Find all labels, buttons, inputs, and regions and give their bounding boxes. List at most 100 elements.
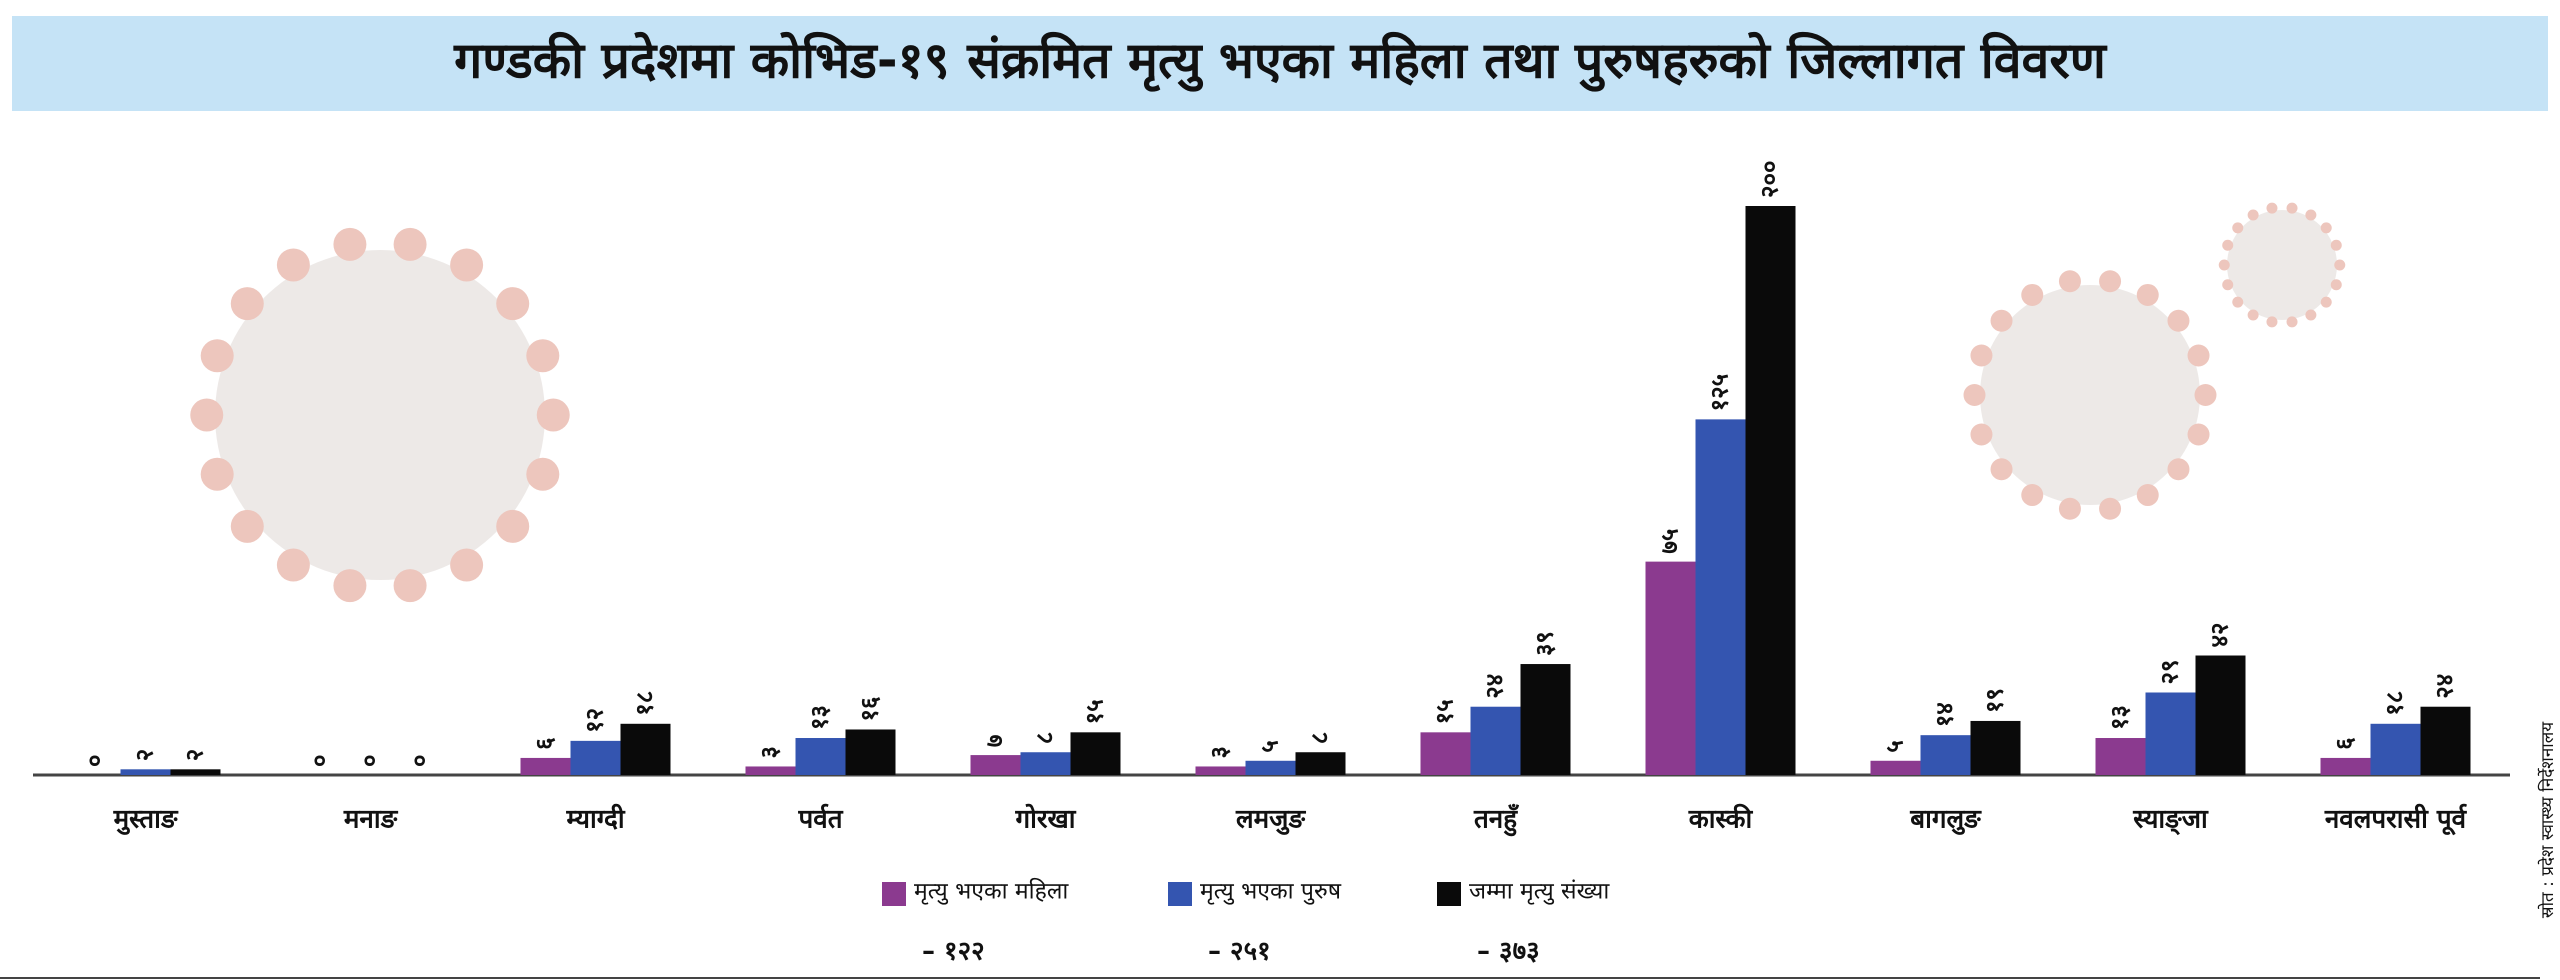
bar (2145, 692, 2196, 775)
bar (1070, 732, 1121, 775)
x-tick-label: स्याङ्जा (2132, 805, 2209, 836)
value-label: ३९ (1531, 631, 1559, 656)
virus-spike (2222, 279, 2234, 291)
virus-spike (2266, 316, 2278, 328)
virus-spike (230, 509, 264, 543)
virus-spike (450, 248, 484, 282)
value-label: १६ (856, 697, 884, 722)
value-label: ६ (531, 737, 559, 749)
virus-spike (2286, 316, 2298, 328)
x-tick-label: मनाङ (343, 805, 399, 835)
bar (1195, 766, 1246, 775)
virus-spike (2320, 222, 2332, 234)
virus-spike (2021, 283, 2044, 306)
virus-spike (2194, 384, 2217, 406)
virus-spike (2305, 209, 2317, 221)
virus-spike (2286, 202, 2298, 214)
virus-spike (2305, 309, 2317, 321)
value-label: ० (306, 755, 334, 767)
value-label: २९ (2156, 660, 2184, 685)
x-tick-label: कास्की (1688, 804, 1754, 835)
bar (620, 723, 671, 775)
legend-swatch (1437, 882, 1461, 906)
source-note: स्रोत : प्रदेश स्वास्थ्य निर्देशनालय (2537, 721, 2558, 918)
value-label: ७५ (1656, 529, 1684, 554)
value-label: १८ (2381, 691, 2409, 716)
virus-spike (1990, 309, 2013, 332)
bar (1020, 752, 1071, 775)
x-tick-label: म्याग्दी (565, 804, 625, 835)
bar (1745, 206, 1796, 775)
virus-spike (333, 569, 367, 603)
value-label: ३ (756, 746, 784, 758)
virus-spike (2320, 296, 2332, 308)
value-label: ४२ (2206, 623, 2234, 648)
value-label: १२५ (1706, 374, 1734, 411)
bar (2095, 738, 2146, 775)
virus-spike (190, 398, 224, 432)
virus-spike (536, 398, 570, 432)
value-label: १२ (581, 708, 609, 733)
virus-spike (2187, 423, 2210, 446)
virus-spike (2058, 497, 2081, 520)
virus-spike (2167, 458, 2190, 481)
virus-spike (496, 287, 530, 321)
virus-spike (276, 548, 310, 582)
series-total: – ३७३ (1477, 937, 1540, 967)
virus-spike (496, 509, 530, 543)
virus-spike (2232, 222, 2244, 234)
bar (1695, 419, 1746, 775)
virus-body (2227, 210, 2337, 320)
value-label: ० (356, 755, 384, 767)
value-label: ७ (981, 735, 1009, 747)
virus-spike (200, 457, 234, 491)
value-label: ६ (2331, 737, 2359, 749)
value-label: ० (406, 755, 434, 767)
bar (845, 729, 896, 775)
virus-spike (2021, 484, 2044, 507)
bar (1920, 735, 1971, 775)
virus-spike (333, 227, 367, 261)
value-label: २४ (1481, 674, 1509, 699)
value-label: १५ (1081, 699, 1109, 724)
value-label: १९ (1981, 688, 2009, 713)
virus-spike (2136, 283, 2159, 306)
value-label: २०० (1756, 161, 1784, 198)
virus-spike (230, 287, 264, 321)
virus-spike (1963, 384, 1986, 406)
legend-swatch (882, 882, 906, 906)
virus-spike (2187, 344, 2210, 367)
virus-spike (2247, 209, 2259, 221)
virus-spike (2136, 484, 2159, 507)
bar (170, 769, 221, 775)
bar (120, 769, 171, 775)
value-label: १३ (806, 705, 834, 730)
virus-spike (2099, 497, 2122, 520)
bar (1470, 706, 1521, 775)
bar (570, 740, 621, 775)
virus-spike (2218, 259, 2230, 271)
value-label: ३ (1206, 746, 1234, 758)
x-tick-label: बागलुङ (1909, 805, 1982, 836)
value-label: २ (131, 749, 159, 761)
legend-swatch (1168, 882, 1192, 906)
bar (2420, 706, 2471, 775)
virus-body (1980, 285, 2200, 505)
x-tick-label: तनहुँ (1473, 804, 1519, 837)
bar (1245, 760, 1296, 775)
value-label: १३ (2106, 705, 2134, 730)
value-label: १८ (631, 691, 659, 716)
virus-spike (2330, 279, 2342, 291)
virus-spike (2247, 309, 2259, 321)
bar (1970, 720, 2021, 775)
x-tick-label: मुस्ताङ (113, 805, 179, 836)
bar (1870, 760, 1921, 775)
virus-spike (2232, 296, 2244, 308)
virus-spike (2099, 270, 2122, 293)
virus-decoration (190, 202, 2346, 603)
title-band (12, 16, 2548, 111)
series-total: – १२२ (922, 937, 985, 967)
value-label: २ (181, 749, 209, 761)
